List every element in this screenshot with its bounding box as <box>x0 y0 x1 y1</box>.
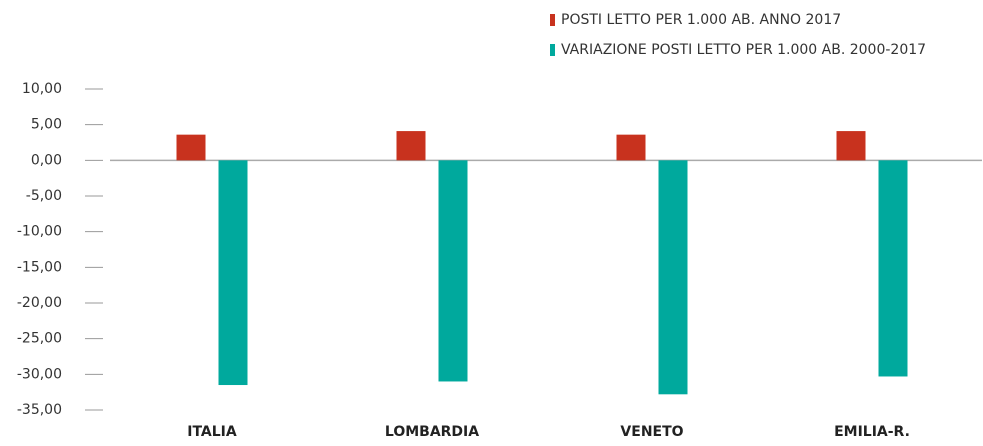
y-tick-label: -35,00 <box>17 402 62 418</box>
bar <box>438 160 468 382</box>
y-tick-label: -20,00 <box>17 295 62 311</box>
y-tick-label: -30,00 <box>17 366 62 382</box>
y-tick-label: 5,00 <box>31 117 62 133</box>
legend-swatch <box>550 44 555 56</box>
y-tick-label: 10,00 <box>22 81 62 97</box>
legend-swatch <box>550 14 555 26</box>
y-tick-label: -25,00 <box>17 331 62 347</box>
x-tick-label: EMILIA-R. <box>834 424 910 440</box>
y-tick-label: -15,00 <box>17 259 62 275</box>
bar <box>658 160 688 395</box>
x-tick-label: LOMBARDIA <box>385 424 479 440</box>
bar <box>396 131 426 161</box>
y-tick-label: -10,00 <box>17 224 62 240</box>
legend-label: VARIAZIONE POSTI LETTO PER 1.000 AB. 200… <box>561 42 926 58</box>
x-tick-label: ITALIA <box>187 424 237 440</box>
legend-label: POSTI LETTO PER 1.000 AB. ANNO 2017 <box>561 12 841 28</box>
y-tick-label: -5,00 <box>26 188 62 204</box>
bar <box>836 131 866 161</box>
bar <box>176 134 206 161</box>
bar <box>218 160 248 386</box>
y-tick-label: 0,00 <box>31 152 62 168</box>
bar <box>616 134 646 161</box>
bar <box>878 160 908 377</box>
x-tick-label: VENETO <box>620 424 683 440</box>
